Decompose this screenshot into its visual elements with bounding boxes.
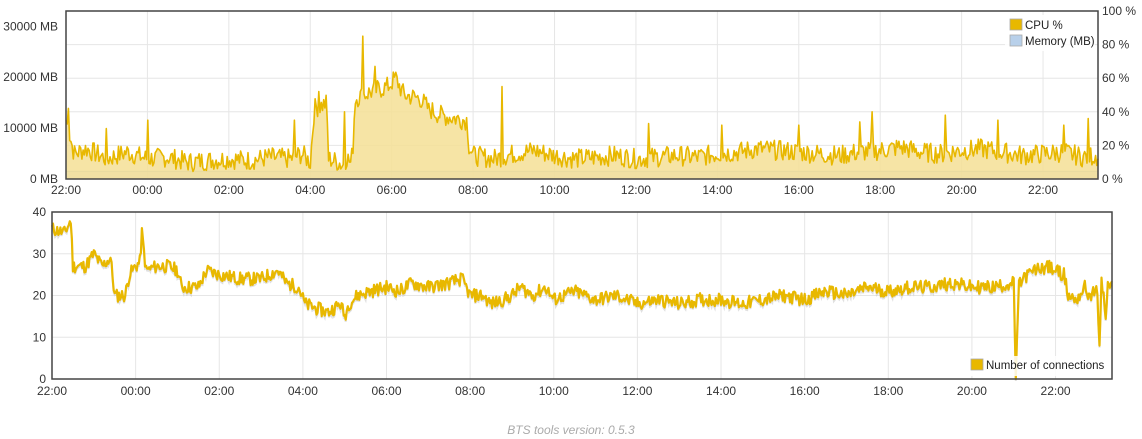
cpu-area (66, 36, 1098, 180)
cpu-tick-label: 40 % (1102, 105, 1130, 119)
x-tick-label: 22:00 (37, 384, 67, 398)
legend-label-memory: Memory (MB) (1025, 36, 1095, 48)
cpu-tick-label: 100 % (1102, 4, 1136, 18)
legend-swatch-connections (970, 358, 984, 371)
cpu-memory-x-axis-ticks: 22:00 00:00 02:00 04:00 06:00 08:00 10:00 12:00… (51, 183, 1058, 197)
x-tick-label: 08:00 (455, 384, 485, 398)
cpu-memory-legend: CPU % Memory (MB) (1005, 15, 1095, 51)
connections-plot-border (51, 211, 1113, 380)
x-tick-label: 10:00 (539, 384, 569, 398)
cpu-tick-label: 80 % (1102, 38, 1130, 52)
connections-tick-label: 40 (33, 205, 47, 219)
connections-tick-label: 0 (39, 372, 46, 386)
x-tick-label: 06:00 (377, 183, 407, 197)
cpu-memory-chart: 0 MB 10000 MB 20000 MB 30000 MB 0 % 20 % 40 %… (3, 4, 1136, 197)
x-tick-label: 00:00 (121, 384, 151, 398)
x-tick-label: 06:00 (372, 384, 402, 398)
cpu-tick-label: 0 % (1102, 172, 1123, 186)
x-tick-label: 14:00 (702, 183, 732, 197)
memory-tick-label: 0 MB (30, 172, 58, 186)
x-tick-label: 22:00 (1041, 384, 1071, 398)
x-tick-label: 10:00 (540, 183, 570, 197)
cpu-axis-ticks: 0 % 20 % 40 % 60 % 80 % 100 % (1102, 4, 1136, 186)
x-tick-label: 20:00 (947, 183, 977, 197)
legend-label-cpu: CPU % (1025, 20, 1063, 32)
cpu-tick-label: 60 % (1102, 71, 1130, 85)
x-tick-label: 04:00 (295, 183, 325, 197)
cpu-memory-series (65, 35, 1099, 180)
x-tick-label: 22:00 (51, 183, 81, 197)
memory-tick-label: 30000 MB (3, 19, 58, 33)
x-tick-label: 18:00 (865, 183, 895, 197)
connections-chart: 0 10 20 30 40 22:00 00:00 02:00 04:00 06:00 08:00… (33, 205, 1113, 398)
x-tick-label: 22:00 (1028, 183, 1058, 197)
x-tick-label: 12:00 (621, 183, 651, 197)
x-tick-label: 12:00 (622, 384, 652, 398)
monitoring-charts: 0 MB 10000 MB 20000 MB 30000 MB 0 % 20 % 40 %… (3, 4, 1136, 398)
legend-label-connections: Number of connections (986, 360, 1105, 372)
x-tick-label: 18:00 (873, 384, 903, 398)
connections-tick-label: 30 (33, 247, 47, 261)
memory-axis-ticks: 0 MB 10000 MB 20000 MB 30000 MB (3, 19, 58, 186)
x-tick-label: 16:00 (790, 384, 820, 398)
x-tick-label: 08:00 (458, 183, 488, 197)
cpu-line (65, 35, 1099, 173)
connections-x-axis-ticks: 22:00 00:00 02:00 04:00 06:00 08:00 10:00 12:00… (37, 384, 1071, 398)
connections-y-axis-ticks: 0 10 20 30 40 (33, 205, 47, 386)
memory-tick-label: 20000 MB (3, 70, 58, 84)
connections-legend-bg (967, 356, 1109, 376)
connections-series (50, 220, 1113, 382)
x-tick-label: 20:00 (957, 384, 987, 398)
cpu-tick-label: 20 % (1102, 138, 1130, 152)
connections-line (50, 220, 1113, 381)
cpu-memory-plot-border (65, 10, 1099, 180)
legend-swatch-cpu (1009, 18, 1023, 31)
x-tick-label: 14:00 (706, 384, 736, 398)
x-tick-label: 02:00 (214, 183, 244, 197)
memory-tick-label: 10000 MB (3, 121, 58, 135)
x-tick-label: 04:00 (288, 384, 318, 398)
connections-tick-label: 20 (33, 289, 47, 303)
x-tick-label: 00:00 (132, 183, 162, 197)
version-footer: BTS tools version: 0.5.3 (507, 423, 635, 437)
x-tick-label: 02:00 (204, 384, 234, 398)
x-tick-label: 16:00 (784, 183, 814, 197)
connections-legend: Number of connections (967, 356, 1109, 376)
connections-tick-label: 10 (33, 330, 47, 344)
legend-swatch-memory (1009, 34, 1023, 47)
